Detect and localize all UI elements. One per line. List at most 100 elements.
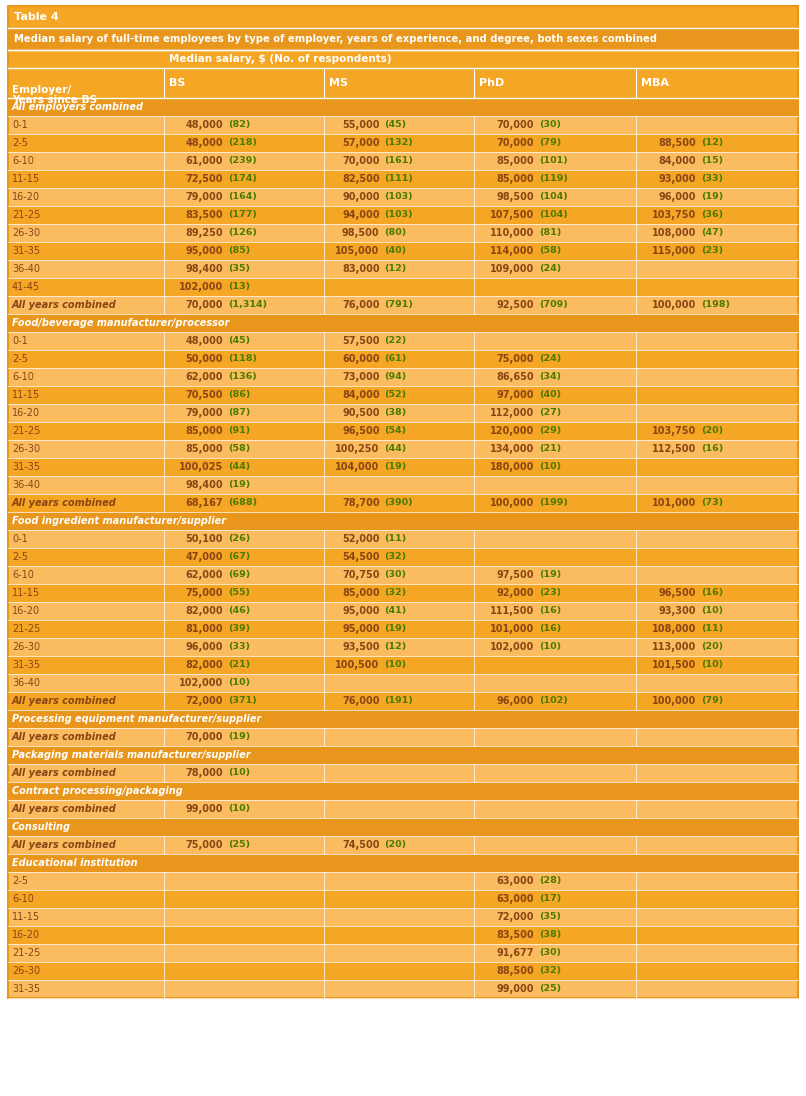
Text: 81,000: 81,000: [185, 624, 223, 633]
Text: 62,000: 62,000: [185, 570, 223, 580]
Text: 100,000: 100,000: [490, 498, 534, 509]
Text: 103,750: 103,750: [652, 210, 696, 220]
Bar: [8, 692, 798, 710]
Text: (191): (191): [384, 696, 413, 706]
Text: 2-5: 2-5: [12, 552, 28, 562]
Text: 99,000: 99,000: [185, 804, 223, 814]
Bar: [8, 5, 798, 28]
Text: 85,000: 85,000: [342, 587, 380, 598]
Bar: [8, 783, 798, 800]
Text: 76,000: 76,000: [342, 696, 380, 706]
Bar: [8, 872, 798, 890]
Text: (33): (33): [701, 174, 723, 183]
Text: (44): (44): [228, 463, 250, 471]
Bar: [8, 512, 798, 530]
Text: 0-1: 0-1: [12, 534, 27, 544]
Text: (61): (61): [384, 354, 406, 364]
Bar: [8, 566, 798, 584]
Text: 70,000: 70,000: [342, 156, 380, 165]
Text: Years since BS: Years since BS: [12, 95, 98, 105]
Bar: [8, 530, 798, 548]
Text: (82): (82): [228, 121, 250, 129]
Text: Educational institution: Educational institution: [12, 858, 138, 868]
Text: 72,000: 72,000: [185, 696, 223, 706]
Text: 96,000: 96,000: [659, 192, 696, 202]
Text: 52,000: 52,000: [342, 534, 380, 544]
Text: 16-20: 16-20: [12, 606, 40, 616]
Text: 6-10: 6-10: [12, 894, 34, 904]
Text: (10): (10): [539, 642, 561, 651]
Text: 61,000: 61,000: [185, 156, 223, 165]
Text: (81): (81): [539, 228, 561, 238]
Text: 96,000: 96,000: [185, 642, 223, 652]
Bar: [8, 800, 798, 818]
Text: (102): (102): [539, 696, 567, 706]
Text: 115,000: 115,000: [652, 246, 696, 256]
Text: 26-30: 26-30: [12, 444, 40, 454]
Text: All years combined: All years combined: [12, 732, 117, 742]
Text: (79): (79): [539, 138, 561, 148]
Text: 96,000: 96,000: [496, 696, 534, 706]
Text: (85): (85): [228, 247, 250, 255]
Text: 110,000: 110,000: [490, 228, 534, 238]
Text: All years combined: All years combined: [12, 804, 117, 814]
Text: (13): (13): [228, 283, 250, 292]
Text: (15): (15): [701, 157, 723, 165]
Text: (27): (27): [539, 409, 561, 418]
Bar: [8, 746, 798, 764]
Text: (32): (32): [384, 589, 406, 597]
Text: (199): (199): [539, 499, 567, 507]
Bar: [8, 962, 798, 980]
Bar: [8, 350, 798, 368]
Text: 83,500: 83,500: [185, 210, 223, 220]
Text: (35): (35): [539, 913, 561, 922]
Text: 112,500: 112,500: [652, 444, 696, 454]
Text: (32): (32): [384, 552, 406, 561]
Text: (30): (30): [539, 121, 561, 129]
Text: 134,000: 134,000: [490, 444, 534, 454]
Text: (791): (791): [384, 300, 413, 309]
Text: (47): (47): [701, 228, 723, 238]
Text: (33): (33): [228, 642, 250, 651]
Bar: [8, 50, 164, 68]
Text: (38): (38): [539, 931, 561, 939]
Text: (40): (40): [539, 390, 561, 400]
Bar: [8, 134, 798, 152]
Text: PhD: PhD: [479, 78, 505, 88]
Text: 54,500: 54,500: [342, 552, 380, 562]
Text: (28): (28): [539, 877, 561, 886]
Text: 62,000: 62,000: [185, 372, 223, 383]
Text: (10): (10): [228, 804, 250, 813]
Text: 70,000: 70,000: [185, 732, 223, 742]
Text: 108,000: 108,000: [651, 624, 696, 633]
Text: 85,000: 85,000: [496, 174, 534, 184]
Text: 98,500: 98,500: [342, 228, 380, 238]
Bar: [8, 260, 798, 278]
Text: (30): (30): [384, 571, 406, 580]
Text: 75,000: 75,000: [496, 354, 534, 364]
Bar: [8, 296, 798, 313]
Text: (19): (19): [384, 463, 406, 471]
Text: 2-5: 2-5: [12, 354, 28, 364]
Text: 2-5: 2-5: [12, 138, 28, 148]
Text: 78,000: 78,000: [185, 768, 223, 778]
Bar: [8, 98, 798, 116]
Text: (104): (104): [539, 193, 567, 202]
Text: (161): (161): [384, 157, 413, 165]
Text: 98,400: 98,400: [185, 264, 223, 274]
Text: All years combined: All years combined: [12, 696, 117, 706]
Text: 101,000: 101,000: [490, 624, 534, 633]
Text: 31-35: 31-35: [12, 246, 40, 256]
Text: (10): (10): [701, 606, 723, 616]
Text: 36-40: 36-40: [12, 264, 40, 274]
Bar: [8, 657, 798, 674]
Text: 48,000: 48,000: [185, 119, 223, 130]
Bar: [8, 28, 798, 50]
Text: 70,000: 70,000: [496, 138, 534, 148]
Text: 31-35: 31-35: [12, 463, 40, 472]
Text: 21-25: 21-25: [12, 948, 40, 958]
Text: 70,000: 70,000: [185, 300, 223, 310]
Bar: [8, 68, 798, 98]
Bar: [8, 458, 798, 476]
Text: 36-40: 36-40: [12, 678, 40, 688]
